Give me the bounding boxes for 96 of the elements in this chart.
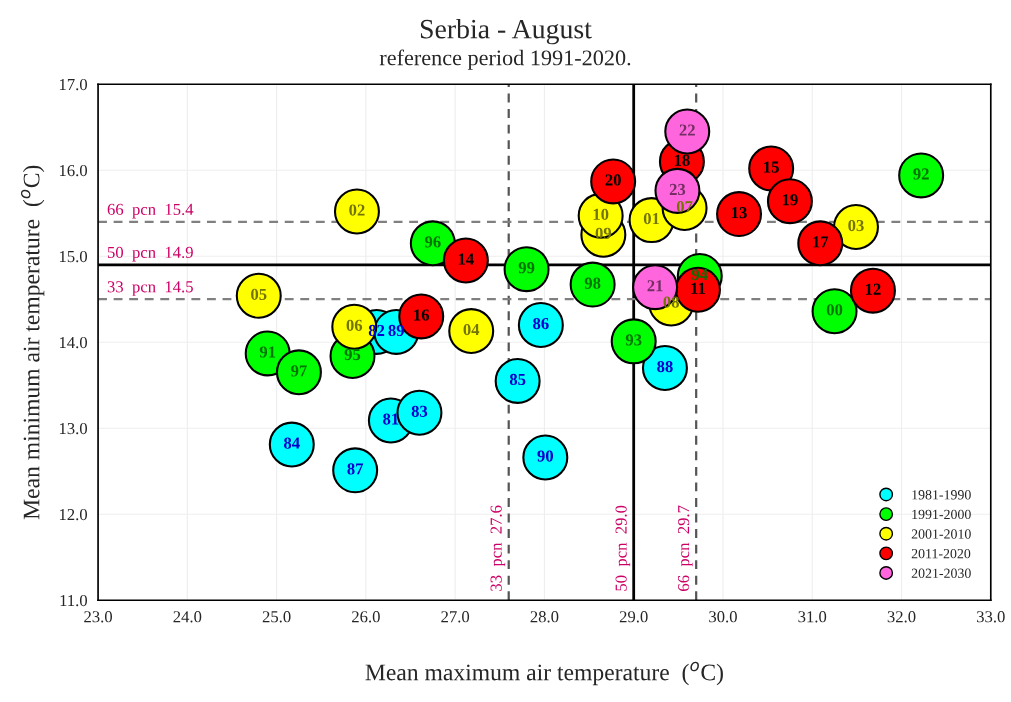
x-tick-label: 27.0 bbox=[441, 611, 470, 623]
y-tick-label: 14.0 bbox=[59, 336, 88, 349]
annotation: 86 bbox=[533, 317, 549, 330]
annotation: 12 bbox=[865, 283, 881, 295]
annotation: 04 bbox=[463, 323, 480, 336]
annotation: 10 bbox=[593, 208, 609, 220]
annotation: 93 bbox=[625, 334, 642, 346]
x-tick-label: 29.0 bbox=[619, 611, 648, 623]
point bbox=[610, 318, 657, 365]
ref-line-label: 33 pcn 27.6 bbox=[490, 505, 506, 591]
y-tick-label: 13.0 bbox=[59, 422, 88, 435]
legend-label: 2001-2010 bbox=[911, 529, 971, 539]
point bbox=[716, 191, 763, 238]
ref-line-label: 33 pcn 14.5 bbox=[107, 281, 193, 296]
annotation: 87 bbox=[347, 463, 364, 475]
x-tick-label: 25.0 bbox=[262, 611, 291, 623]
point bbox=[641, 345, 688, 392]
x-tick-label: 30.0 bbox=[709, 611, 737, 623]
point bbox=[235, 272, 282, 319]
x-tick-label: 33.0 bbox=[976, 611, 1005, 623]
x-tick-label: 26.0 bbox=[352, 611, 380, 623]
point bbox=[448, 308, 495, 355]
annotation: 13 bbox=[732, 207, 747, 219]
x-tick-label: 28.0 bbox=[530, 611, 559, 623]
annotation: 92 bbox=[913, 168, 929, 180]
annotation: 95 bbox=[344, 348, 361, 361]
point bbox=[442, 237, 489, 284]
annotation: 90 bbox=[537, 450, 554, 462]
annotation: 15 bbox=[764, 161, 779, 173]
annotation: 18 bbox=[674, 154, 690, 166]
annotation: 01 bbox=[643, 213, 660, 225]
annotation: 91 bbox=[259, 346, 276, 358]
ref-line-label: 50 pcn 14.9 bbox=[107, 246, 193, 262]
point bbox=[898, 152, 945, 199]
annotation: 96 bbox=[424, 236, 441, 248]
annotation: 88 bbox=[657, 360, 673, 373]
annotation: 07 bbox=[676, 201, 693, 213]
annotation: 06 bbox=[346, 319, 363, 331]
y-tick-label: 17.0 bbox=[59, 78, 88, 91]
legend-label: 2011-2020 bbox=[911, 548, 971, 559]
annotation: 99 bbox=[518, 262, 535, 274]
annotation: 94 bbox=[691, 268, 708, 281]
y-tick-label: 16.0 bbox=[59, 164, 88, 177]
annotation: 05 bbox=[251, 288, 267, 300]
annotation: 16 bbox=[414, 309, 430, 321]
legend-label: 2021-2030 bbox=[911, 568, 971, 578]
annotation: 22 bbox=[679, 124, 695, 136]
ref-line-label: 66 pcn 15.4 bbox=[107, 203, 194, 219]
chart-subtitle: reference period 1991-2020. bbox=[379, 49, 631, 70]
annotation: 83 bbox=[411, 405, 428, 417]
point bbox=[275, 349, 322, 396]
annotation: 97 bbox=[291, 365, 307, 377]
chart-title: Serbia - August bbox=[420, 18, 592, 45]
annotation: 19 bbox=[782, 194, 798, 206]
annotation: 20 bbox=[605, 174, 621, 186]
x-tick-label: 24.0 bbox=[173, 611, 202, 623]
y-tick-label: 15.0 bbox=[59, 250, 88, 263]
x-tick-label: 32.0 bbox=[887, 611, 916, 623]
point bbox=[517, 302, 564, 349]
point bbox=[268, 421, 315, 468]
annotation: 08 bbox=[663, 296, 679, 308]
legend-label: 1981-1990 bbox=[912, 490, 971, 500]
point bbox=[333, 188, 380, 235]
point bbox=[503, 246, 550, 293]
annotation: 23 bbox=[669, 183, 686, 196]
x-tick-label: 31.0 bbox=[798, 611, 827, 623]
point bbox=[569, 261, 616, 308]
point bbox=[664, 108, 711, 155]
annotation: 98 bbox=[584, 277, 601, 289]
annotation: 02 bbox=[349, 204, 365, 216]
point bbox=[522, 434, 569, 481]
legend-label: 1991-2000 bbox=[912, 509, 971, 520]
annotation: 84 bbox=[284, 437, 300, 449]
annotation: 00 bbox=[826, 304, 843, 316]
point bbox=[811, 288, 858, 335]
annotation: 11 bbox=[691, 282, 705, 294]
annotation: 03 bbox=[848, 219, 864, 232]
annotation: 81 bbox=[383, 413, 399, 425]
x-tick-label: 23.0 bbox=[84, 611, 113, 623]
annotation: 85 bbox=[509, 373, 526, 386]
annotation: 17 bbox=[813, 236, 829, 248]
point bbox=[590, 158, 637, 205]
y-tick-label: 12.0 bbox=[59, 508, 88, 521]
y-tick-label: 11.0 bbox=[60, 594, 88, 607]
point bbox=[797, 220, 844, 267]
point bbox=[332, 447, 379, 494]
y-axis-title: Mean minimum air temperature ($^{o}$C) bbox=[20, 165, 45, 520]
ref-line-label: 66 pcn 29.7 bbox=[678, 505, 693, 591]
point bbox=[849, 267, 896, 314]
point bbox=[494, 357, 541, 404]
ref-line-label: 50 pcn 29.0 bbox=[615, 505, 631, 591]
point bbox=[766, 178, 813, 225]
annotation: 89 bbox=[388, 324, 404, 337]
annotation: 14 bbox=[458, 253, 474, 265]
x-axis-title: Mean maximum air temperature ($^{o}$C) bbox=[365, 661, 723, 686]
annotation: 21 bbox=[647, 280, 663, 292]
